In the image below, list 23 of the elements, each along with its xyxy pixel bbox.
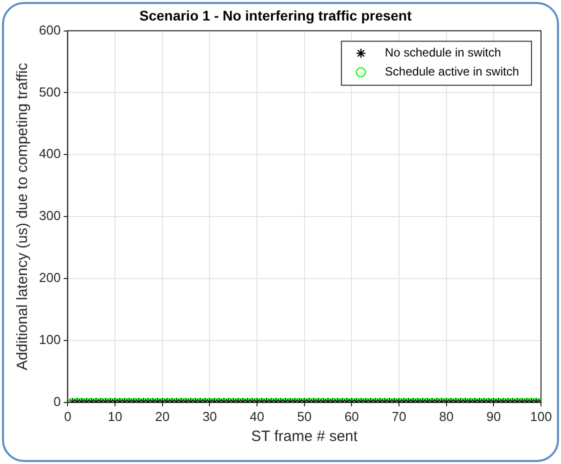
y-tick-label: 300 [38,208,61,224]
x-tick-label: 30 [202,408,217,424]
x-tick-label: 100 [530,408,552,424]
y-tick-label: 400 [38,146,61,162]
y-tick-label: 600 [38,22,61,38]
x-axis-title: ST frame # sent [251,428,358,446]
x-tick-label: 70 [392,408,406,424]
chart-title: Scenario 1 - No interfering traffic present [139,7,412,24]
y-tick-label: 0 [53,394,61,409]
legend-label: No schedule in switch [384,46,501,60]
x-tick-label: 50 [297,408,312,424]
y-tick-label: 100 [38,332,61,348]
x-tick-label: 10 [108,408,122,424]
y-tick-label: 200 [38,270,61,286]
x-tick-label: 80 [439,408,454,424]
y-axis-title: Additional latency (us) due to competing traffic [14,62,32,370]
x-tick-label: 40 [250,408,264,424]
x-tick-label: 0 [64,408,72,424]
x-tick-label: 60 [344,408,359,424]
y-tick-label: 500 [38,84,61,100]
legend-label: Schedule active in switch [384,64,520,79]
x-tick-label: 90 [486,408,501,424]
x-tick-label: 20 [155,408,170,424]
